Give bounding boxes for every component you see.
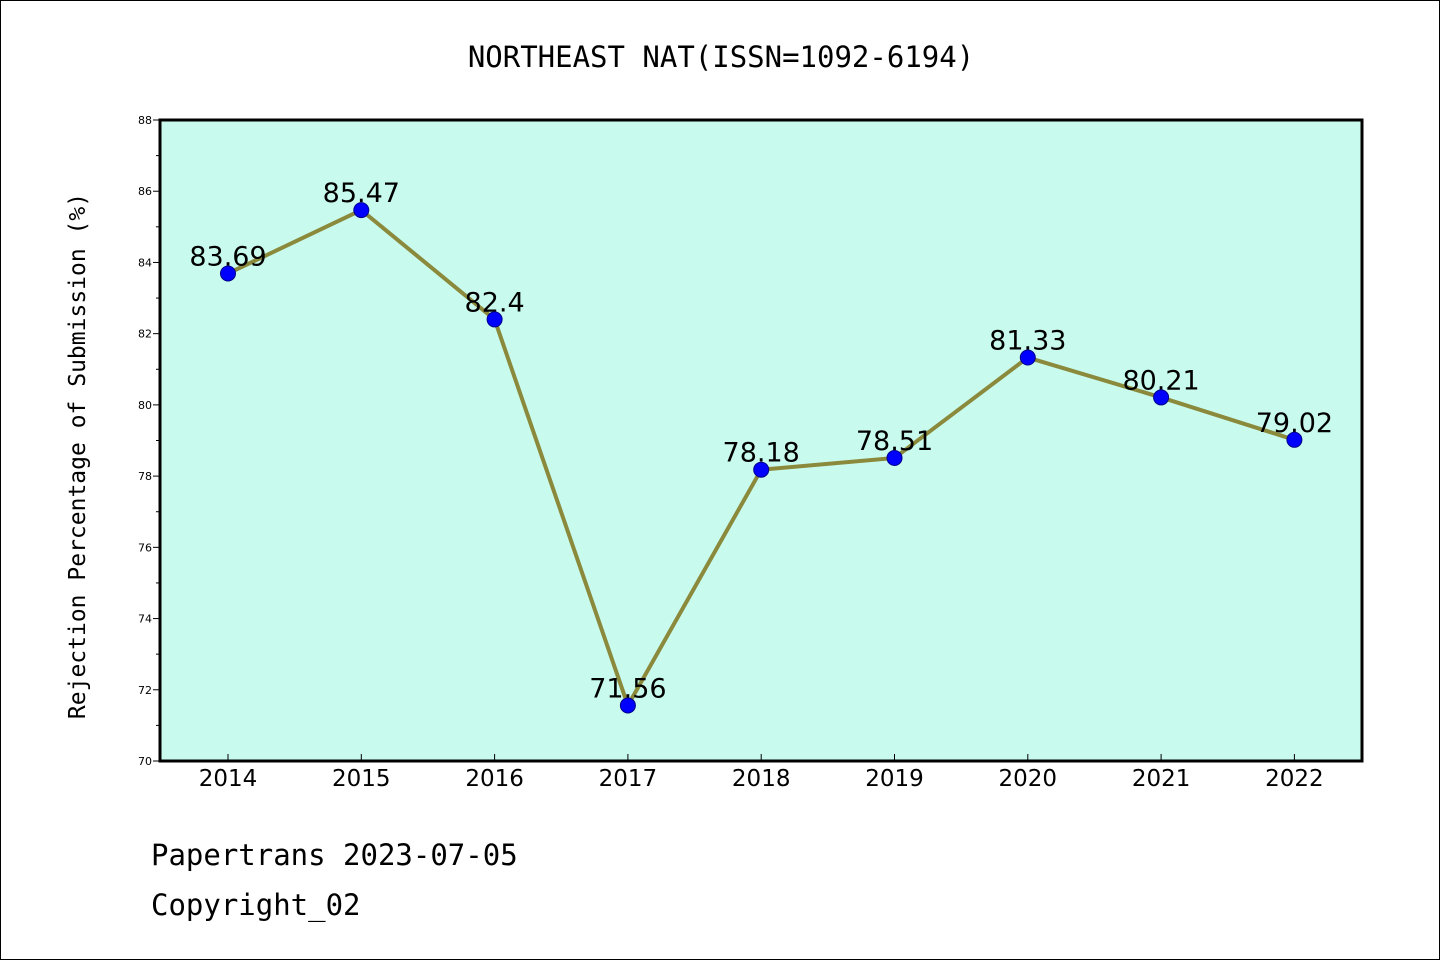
y-tick-label: 74 — [138, 613, 152, 626]
data-point — [886, 449, 903, 466]
data-point — [353, 202, 370, 219]
chart-title: NORTHEAST NAT(ISSN=1092-6194) — [468, 40, 974, 74]
data-point — [1153, 389, 1170, 406]
y-axis: 70 72 74 76 78 80 82 84 86 88 — [138, 114, 160, 768]
x-axis: 2014 2015 2016 2017 2018 2019 2020 2021 2022 — [199, 754, 1324, 792]
data-point — [1019, 349, 1036, 366]
y-tick-label: 82 — [138, 328, 152, 341]
x-tick-label: 2018 — [732, 766, 791, 792]
x-tick-label: 2019 — [865, 766, 924, 792]
x-tick-label: 2015 — [332, 766, 391, 792]
plot-area — [158, 118, 1364, 763]
footer-copyright: Copyright_02 — [151, 888, 361, 923]
footer-date: Papertrans 2023-07-05 — [151, 838, 518, 872]
y-tick-label: 78 — [138, 470, 152, 483]
data-point — [486, 311, 503, 328]
x-tick-label: 2017 — [599, 766, 658, 792]
y-tick-label: 84 — [138, 256, 152, 269]
x-tick-label: 2020 — [999, 766, 1058, 792]
x-tick-label: 2014 — [199, 766, 258, 792]
y-tick-label: 72 — [138, 684, 152, 697]
y-tick-label: 86 — [138, 185, 152, 198]
y-tick-label: 70 — [138, 755, 152, 768]
data-point — [619, 697, 636, 714]
data-point — [1286, 431, 1303, 448]
y-axis-label: Rejection Percentage of Submission (%) — [65, 193, 91, 719]
x-tick-label: 2021 — [1132, 766, 1191, 792]
x-tick-label: 2022 — [1265, 766, 1324, 792]
data-point — [220, 265, 236, 282]
y-tick-label: 76 — [138, 541, 152, 554]
y-tick-label: 88 — [138, 114, 152, 127]
x-tick-label: 2016 — [465, 766, 524, 792]
y-tick-label: 80 — [138, 399, 152, 412]
data-point — [753, 461, 770, 478]
